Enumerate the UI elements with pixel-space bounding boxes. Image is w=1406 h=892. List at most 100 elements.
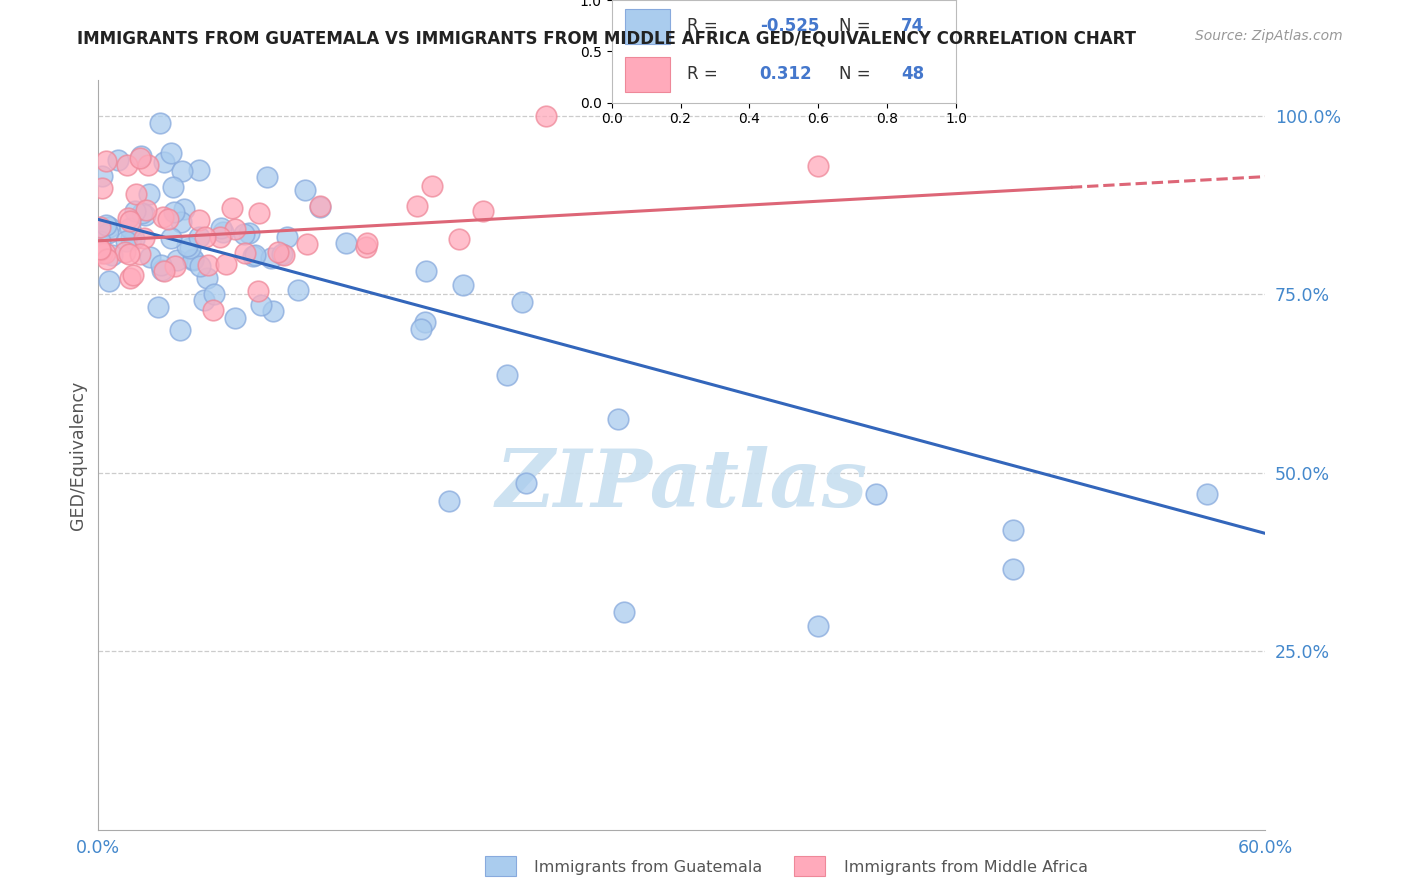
Point [117,158,139,172]
Point [1001,523,1024,537]
Point [162,179,184,194]
Point [249,298,271,312]
Point [202,286,225,301]
Point [233,245,256,260]
Text: Immigrants from Guatemala: Immigrants from Guatemala [534,860,762,874]
Point [173,202,195,216]
Point [243,248,266,262]
Point [120,270,142,285]
Point [209,220,232,235]
Point [406,198,429,212]
Point [152,154,174,169]
Point [136,159,159,173]
Point [118,221,141,235]
Point [153,264,176,278]
Point [97,226,120,240]
Point [224,222,246,236]
Point [472,204,495,219]
Point [242,249,264,263]
Point [807,159,830,173]
Point [163,204,186,219]
Point [100,248,122,262]
Point [129,151,152,165]
Point [260,251,283,265]
Point [451,277,474,292]
Point [308,199,330,213]
Text: ZIPatlas: ZIPatlas [496,446,868,524]
Point [89,242,111,256]
Point [515,476,537,491]
Text: -0.525: -0.525 [759,17,820,35]
Point [273,248,295,262]
Point [613,605,636,619]
Text: 48: 48 [901,65,924,83]
Point [335,235,357,250]
Point [132,231,155,245]
Point [247,285,270,299]
Point [150,263,173,277]
Point [1001,562,1024,576]
Point [166,252,188,267]
Point [122,268,145,283]
Point [510,294,533,309]
Point [224,310,246,325]
Point [807,619,830,633]
Point [354,240,377,254]
Point [152,210,174,224]
Point [238,226,260,240]
Point [135,203,157,218]
Point [146,301,169,315]
Point [607,411,630,425]
Point [276,229,298,244]
Point [295,236,318,251]
Point [267,244,290,259]
Point [188,259,211,273]
Point [188,163,211,178]
Point [201,303,224,318]
Point [534,109,557,123]
Point [122,232,145,246]
Point [197,258,219,272]
Text: N =: N = [839,17,876,35]
Text: Source: ZipAtlas.com: Source: ZipAtlas.com [1195,29,1343,44]
Point [294,183,316,197]
Point [194,230,217,244]
Text: 74: 74 [901,17,924,35]
Point [134,208,156,222]
Point [409,322,432,336]
Point [124,204,146,219]
Point [118,214,141,228]
Point [138,250,160,264]
Point [97,274,120,288]
Point [256,170,278,185]
Point [129,149,152,163]
Point [89,243,111,257]
Point [150,258,173,272]
Point [449,232,471,246]
Point [94,154,117,169]
Point [495,368,517,383]
Point [125,187,148,202]
Point [128,246,150,260]
Point [247,205,270,219]
Point [415,263,437,277]
Point [107,153,129,167]
Point [413,315,436,329]
Point [437,494,460,508]
Point [309,200,332,214]
Text: R =: R = [688,65,724,83]
Point [188,230,211,244]
Point [114,245,136,260]
Text: R =: R = [688,17,724,35]
Point [181,252,204,266]
Text: IMMIGRANTS FROM GUATEMALA VS IMMIGRANTS FROM MIDDLE AFRICA GED/EQUIVALENCY CORRE: IMMIGRANTS FROM GUATEMALA VS IMMIGRANTS … [77,29,1136,47]
Bar [626,57,671,93]
Point [287,283,309,297]
Point [176,239,198,253]
Point [179,241,201,255]
Bar [626,9,671,44]
Point [149,116,172,130]
Point [221,202,243,216]
Point [209,230,232,244]
Point [172,163,194,178]
